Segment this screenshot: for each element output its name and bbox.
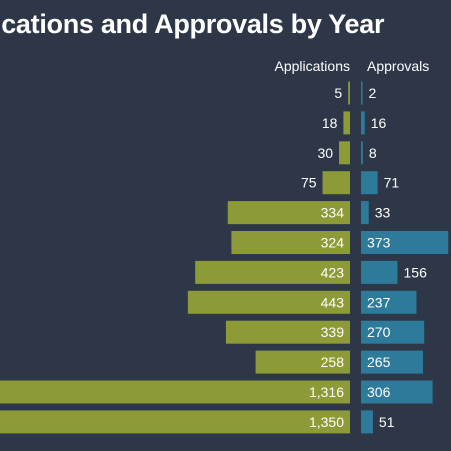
applications-value-label: 30 <box>317 145 333 161</box>
applications-value-label: 5 <box>334 85 342 101</box>
approvals-value-label: 306 <box>367 384 391 400</box>
applications-value-label: 334 <box>321 205 345 221</box>
applications-bar <box>0 410 350 433</box>
applications-value-label: 423 <box>321 264 345 280</box>
applications-value-label: 443 <box>321 294 345 310</box>
approvals-bar <box>361 141 363 164</box>
approvals-bar <box>361 201 369 224</box>
applications-value-label: 324 <box>321 235 345 251</box>
approvals-value-label: 16 <box>371 115 387 131</box>
approvals-bar <box>361 410 373 433</box>
approvals-value-label: 270 <box>367 324 391 340</box>
approvals-value-label: 373 <box>367 235 391 251</box>
approvals-value-label: 71 <box>384 175 400 191</box>
applications-value-label: 75 <box>301 175 317 191</box>
applications-value-label: 1,316 <box>309 384 344 400</box>
approvals-value-label: 237 <box>367 294 391 310</box>
approvals-bar <box>361 171 378 194</box>
applications-value-label: 339 <box>321 324 345 340</box>
applications-bar <box>348 82 350 105</box>
applications-value-label: 18 <box>322 115 338 131</box>
approvals-bar <box>361 82 363 105</box>
approvals-value-label: 8 <box>369 145 377 161</box>
applications-bar <box>323 171 350 194</box>
approvals-value-label: 33 <box>375 205 391 221</box>
applications-bar <box>343 111 350 134</box>
approvals-bar <box>361 111 365 134</box>
applications-value-label: 1,350 <box>309 414 344 430</box>
approvals-value-label: 265 <box>367 354 391 370</box>
approvals-value-label: 51 <box>379 414 395 430</box>
approvals-bar <box>361 261 398 284</box>
applications-bar <box>339 141 350 164</box>
approvals-value-label: 2 <box>369 85 377 101</box>
applications-value-label: 258 <box>321 354 345 370</box>
approvals-value-label: 156 <box>404 264 428 280</box>
applications-bar <box>0 381 350 404</box>
